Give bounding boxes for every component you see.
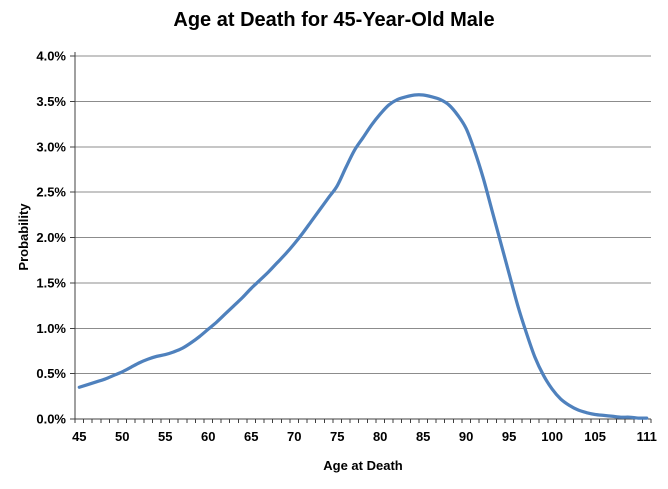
y-tick-label: 3.0% (36, 139, 66, 154)
x-tick-label: 111 (637, 429, 657, 444)
x-tick-label: 45 (72, 429, 86, 444)
y-tick-label: 3.5% (36, 94, 66, 109)
x-tick-label: 55 (158, 429, 172, 444)
y-tick-label: 1.5% (36, 275, 66, 290)
y-tick-label: 4.0% (36, 49, 66, 64)
x-tick-label: 95 (502, 429, 516, 444)
x-tick-label: 70 (287, 429, 301, 444)
x-tick-label: 90 (459, 429, 473, 444)
x-tick-label: 60 (201, 429, 215, 444)
y-tick-label: 2.0% (36, 230, 66, 245)
x-tick-label: 80 (373, 429, 387, 444)
x-tick-label: 75 (330, 429, 344, 444)
x-tick-label: 85 (416, 429, 430, 444)
x-tick-label: 105 (584, 429, 606, 444)
x-tick-label: 65 (244, 429, 258, 444)
y-tick-label: 2.5% (36, 185, 66, 200)
y-tick-label: 0.5% (36, 366, 66, 381)
x-axis-title: Age at Death (323, 458, 403, 473)
x-tick-label: 100 (541, 429, 563, 444)
x-tick-label: 50 (115, 429, 129, 444)
y-tick-label: 0.0% (36, 412, 66, 427)
y-tick-label: 1.0% (36, 321, 66, 336)
chart-title: Age at Death for 45-Year-Old Male (173, 9, 495, 31)
probability-curve (77, 93, 649, 420)
